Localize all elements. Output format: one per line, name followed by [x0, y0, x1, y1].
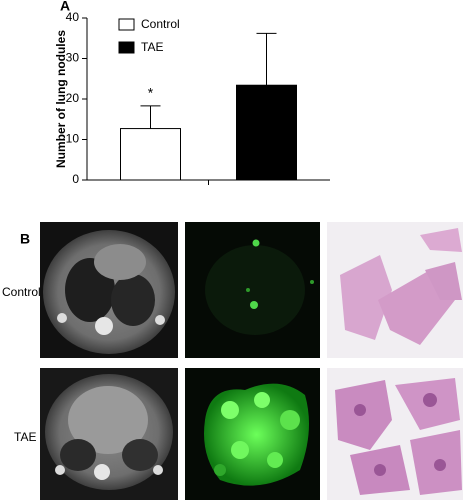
panel-label: A [60, 0, 70, 14]
y-axis-label: Number of lung nodules [54, 30, 68, 168]
legend-swatch [118, 41, 135, 54]
error-bar [256, 32, 277, 86]
histology-image [327, 368, 463, 500]
histology-image [327, 222, 463, 358]
y-tick-label: 0 [72, 172, 79, 186]
legend-label: Control [141, 17, 180, 31]
y-tick-label: 30 [66, 51, 80, 65]
ct-image [40, 368, 178, 500]
bar [236, 84, 297, 181]
y-tick-label: 10 [66, 132, 80, 146]
ct-image [40, 222, 178, 358]
legend-label: TAE [141, 40, 163, 54]
y-tick-label: 40 [66, 10, 80, 24]
row-label: TAE [14, 430, 36, 444]
panel-label: B [20, 231, 30, 247]
bar [120, 128, 181, 181]
row-label: Control [2, 285, 41, 299]
fluorescence-image [185, 222, 320, 358]
legend-swatch [118, 18, 135, 31]
fluorescence-image [185, 368, 320, 500]
error-bar [140, 105, 161, 129]
annotation: * [148, 85, 154, 101]
y-tick-label: 20 [66, 91, 80, 105]
